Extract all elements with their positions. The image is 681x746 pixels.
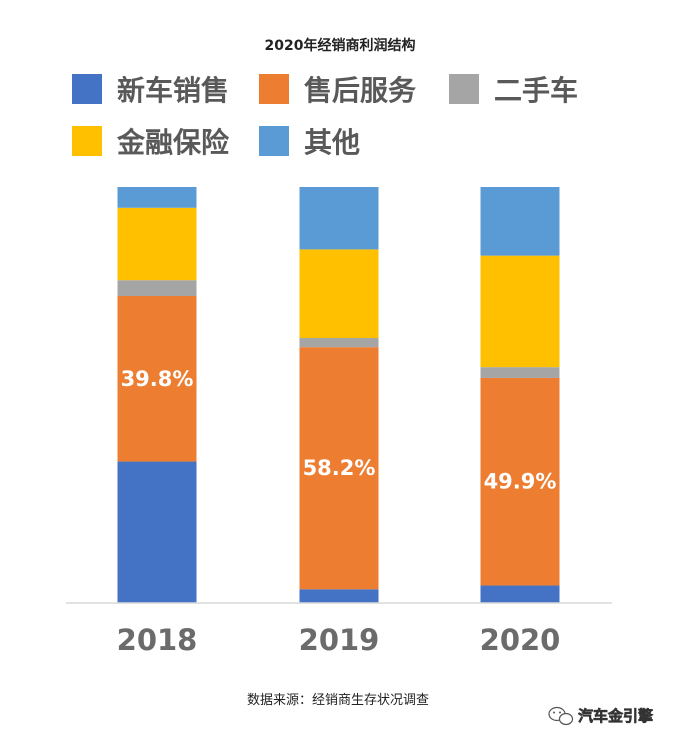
wechat-icon [548,706,574,726]
chart-title: 2020年经销商利润结构 [265,37,416,54]
bars: 39.8% 58.2% 49.9% [117,187,560,603]
bar-segment [117,461,197,603]
legend-item: 金融保险 [72,126,230,159]
bar-segment [117,187,197,208]
x-tick-label: 2020 [480,623,561,657]
bar-segment [299,589,379,603]
legend-label: 售后服务 [304,74,416,107]
bar-segment [299,338,379,348]
legend-item: 新车销售 [72,74,229,107]
bar-segment [480,377,560,586]
legend-label: 二手车 [494,74,578,107]
bar-segment [480,585,560,603]
legend-item: 二手车 [449,74,578,107]
legend-item: 售后服务 [259,74,416,107]
x-tick-label: 2019 [299,623,380,657]
legend-swatch [72,126,102,156]
legend-swatch [449,74,479,104]
data-label: 58.2% [303,456,376,480]
bar-segment [480,367,560,378]
legend-swatch [259,126,289,156]
source-note: 数据来源：经销商生存状况调查 [247,693,429,708]
bar-segment [299,187,379,250]
bar-segment [117,207,197,281]
legend-swatch [259,74,289,104]
legend-label: 新车销售 [117,74,229,107]
bar-segment [117,280,197,296]
legend-swatch [72,74,102,104]
legend-label: 其他 [304,126,360,159]
legend-item: 其他 [259,126,360,159]
bar-segment [299,347,379,590]
data-label: 39.8% [121,367,194,391]
bar-stack: 49.9% [480,187,560,603]
x-tick-label: 2018 [117,623,198,657]
bar-stack: 39.8% [117,187,197,603]
data-label: 49.9% [484,470,557,494]
bar-segment [480,255,560,368]
bar-segment [299,249,379,339]
bar-segment [480,187,560,256]
watermark-text: 汽车金引擎 [578,707,653,725]
x-axis-ticks: 2018 2019 2020 [117,623,561,657]
bar-stack: 58.2% [299,187,379,603]
legend-label: 金融保险 [116,126,230,159]
bar-segment [117,295,197,462]
watermark: 汽车金引擎 [548,706,653,726]
